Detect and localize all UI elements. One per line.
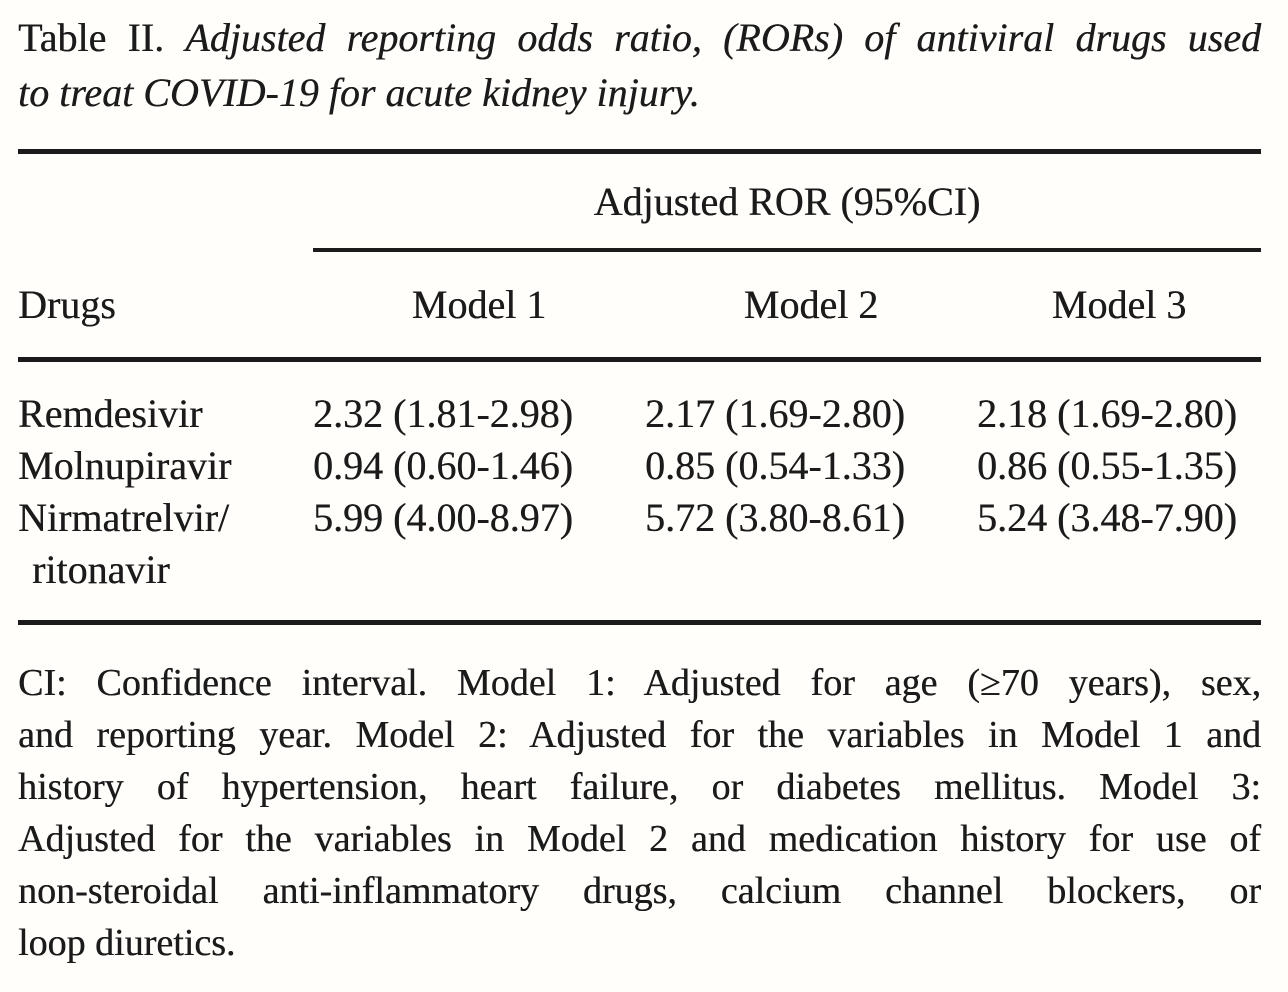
caption-text-part1: Adjusted reporting odds ratio, (RORs) of…	[185, 15, 1262, 60]
drug-name-continued: ritonavir	[32, 547, 170, 592]
table-row: Nirmatrelvir/ ritonavir 5.99 (4.00-8.97)…	[18, 492, 1261, 596]
table-body: Remdesivir 2.32 (1.81-2.98) 2.17 (1.69-2…	[18, 362, 1261, 620]
ror-model3-cell: 2.18 (1.69-2.80)	[977, 391, 1237, 436]
span-header-empty-cell	[18, 154, 313, 252]
ror-model3-cell: 0.86 (0.55-1.35)	[977, 443, 1237, 488]
span-header-row: Adjusted ROR (95%CI)	[18, 154, 1261, 252]
column-header-row: Drugs Model 1 Model 2 Model 3	[18, 252, 1261, 357]
column-header-model1: Model 1	[411, 282, 547, 327]
data-table: Adjusted ROR (95%CI) Drugs Model 1 Model…	[18, 149, 1261, 625]
table-number-label: Table II.	[18, 15, 165, 60]
footnote-line: Adjusted for the variables in Model 2 an…	[18, 818, 1261, 860]
ror-model1-cell: 0.94 (0.60-1.46)	[313, 443, 573, 488]
ror-model3-cell: 5.24 (3.48-7.90)	[977, 495, 1237, 540]
caption-spacer	[164, 15, 185, 60]
table-row: Remdesivir 2.32 (1.81-2.98) 2.17 (1.69-2…	[18, 388, 1261, 440]
column-header-drugs: Drugs	[18, 282, 116, 327]
footnote-line: CI: Confidence interval. Model 1: Adjust…	[18, 662, 1261, 704]
table-footnote: CI: Confidence interval. Model 1: Adjust…	[18, 657, 1261, 969]
drug-name-cell: Remdesivir	[18, 388, 313, 440]
table-rule-top	[18, 149, 1261, 154]
span-header-label: Adjusted ROR (95%CI)	[593, 178, 981, 224]
ror-model1-cell: 5.99 (4.00-8.97)	[313, 495, 573, 540]
table-rule-header	[18, 357, 1261, 362]
drug-name: Remdesivir	[18, 391, 203, 436]
table-row: Molnupiravir 0.94 (0.60-1.46) 0.85 (0.54…	[18, 440, 1261, 492]
ror-model2-cell: 0.85 (0.54-1.33)	[645, 443, 905, 488]
column-header-model3: Model 3	[1051, 282, 1187, 327]
drug-name: Nirmatrelvir/	[18, 495, 230, 540]
table-rule-bottom	[18, 620, 1261, 625]
ror-model2-cell: 5.72 (3.80-8.61)	[645, 495, 905, 540]
caption-text-part2: to treat COVID-19 for acute kidney injur…	[18, 70, 700, 115]
footnote-line: non-steroidal anti-inflammatory drugs, c…	[18, 870, 1261, 912]
footnote-line: loop diuretics.	[18, 922, 236, 964]
ror-model1-cell: 2.32 (1.81-2.98)	[313, 391, 573, 436]
footnote-line: history of hypertension, heart failure, …	[18, 766, 1261, 808]
span-header-cell: Adjusted ROR (95%CI)	[313, 154, 1261, 252]
drug-name-cell: Molnupiravir	[18, 440, 313, 492]
drug-name-cell: Nirmatrelvir/ ritonavir	[18, 492, 313, 596]
caption-line-1: Table II. Adjusted reporting odds ratio,…	[18, 10, 1261, 65]
ror-model2-cell: 2.17 (1.69-2.80)	[645, 391, 905, 436]
footnote-line: and reporting year. Model 2: Adjusted fo…	[18, 714, 1261, 756]
table-caption: Table II. Adjusted reporting odds ratio,…	[18, 10, 1261, 120]
drug-name: Molnupiravir	[18, 443, 232, 488]
column-header-model2: Model 2	[743, 282, 879, 327]
